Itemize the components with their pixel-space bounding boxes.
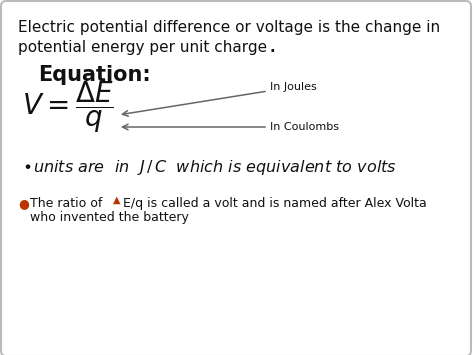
Text: ▲: ▲	[113, 195, 120, 205]
Text: $V = \dfrac{\Delta E}{q}$: $V = \dfrac{\Delta E}{q}$	[22, 79, 114, 135]
Text: .: .	[270, 40, 275, 55]
Text: The ratio of: The ratio of	[30, 197, 106, 210]
Text: $\it{units\ are\ \ in\ \ J\,/\,C\ \ which\ is\ equivalent\ to\ volts}$: $\it{units\ are\ \ in\ \ J\,/\,C\ \ whic…	[33, 158, 397, 177]
Text: $\bullet$: $\bullet$	[22, 158, 31, 173]
Text: potential energy per unit charge: potential energy per unit charge	[18, 40, 267, 55]
Text: In Coulombs: In Coulombs	[270, 122, 339, 132]
Text: ●: ●	[18, 197, 29, 210]
Text: E/q is called a volt and is named after Alex Volta: E/q is called a volt and is named after …	[123, 197, 427, 210]
Text: Electric potential difference or voltage is the change in: Electric potential difference or voltage…	[18, 20, 440, 35]
Text: Equation:: Equation:	[38, 65, 151, 85]
Text: In Joules: In Joules	[270, 82, 317, 92]
Text: who invented the battery: who invented the battery	[30, 211, 189, 224]
